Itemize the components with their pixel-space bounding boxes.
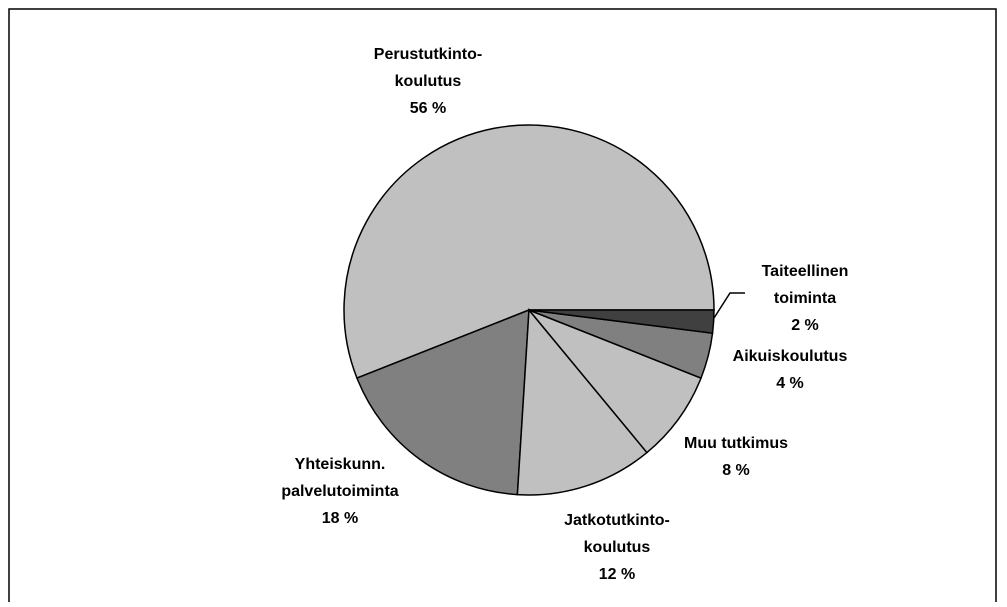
slice-label: palvelutoiminta [281,483,398,500]
value-label: 2 % [791,317,819,334]
leader-line [713,292,745,319]
slice-label: Muu tutkimus [684,435,788,452]
slice-label: Perustutkinto- [374,46,482,63]
pie-slice [356,308,530,496]
chart-frame [8,8,997,602]
slice-label: koulutus [395,73,462,90]
slice-label: Yhteiskunn. [295,456,386,473]
pie-slice [528,309,702,454]
slice-label: Aikuiskoulutus [733,348,848,365]
slice-label: Jatkotutkinto- [564,512,670,529]
value-label: 4 % [776,375,804,392]
slice-label: toiminta [774,290,836,307]
value-label: 18 % [322,510,358,527]
slice-label: Taiteellinen [762,263,849,280]
pie-slice [516,308,648,496]
value-label: 8 % [722,462,750,479]
pie-slice [528,309,715,335]
value-label: 56 % [410,100,446,117]
slice-label: koulutus [584,539,651,556]
value-label: 12 % [599,566,635,583]
pie-slice [343,124,715,380]
